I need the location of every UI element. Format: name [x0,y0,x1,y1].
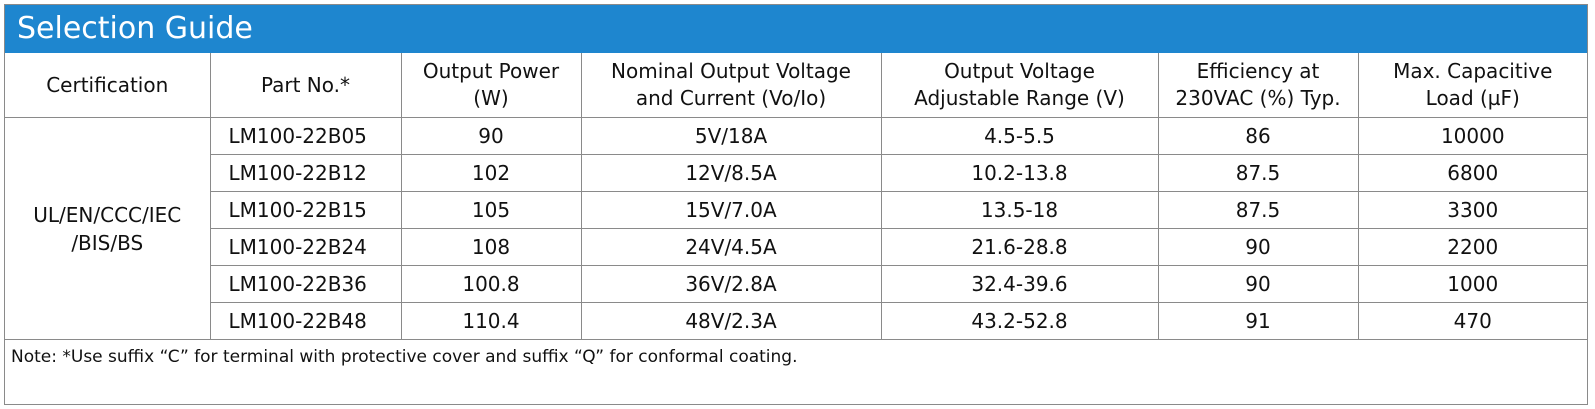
part-no-cell: LM100-22B12 [210,154,402,192]
header-output-power: Output Power (W) [400,53,582,118]
adjustable-range-cell: 4.5-5.5 [880,117,1159,155]
capacitive-load-cell: 1000 [1357,265,1587,303]
note-row: Note: *Use suffix “C” for terminal with … [5,339,1587,374]
section-title: Selection Guide [5,5,1587,53]
header-capacitive-load: Max. Capacitive Load (µF) [1357,53,1587,118]
efficiency-cell: 90 [1157,228,1359,266]
header-adjustable-range: Output Voltage Adjustable Range (V) [880,53,1159,118]
nominal-output-cell: 12V/8.5A [580,154,882,192]
header-part-no: Part No.* [209,53,402,118]
part-no-cell: LM100-22B48 [210,302,402,340]
footnote: Note: *Use suffix “C” for terminal with … [5,339,1587,374]
output-power-cell: 90 [400,117,582,155]
capacitive-load-cell: 3300 [1357,191,1587,229]
adjustable-range-cell: 43.2-52.8 [880,302,1159,340]
part-no-cell: LM100-22B15 [210,191,402,229]
efficiency-cell: 91 [1157,302,1359,340]
table-row: LM100-22B15 105 15V/7.0A 13.5-18 87.5 33… [5,191,1587,229]
selection-guide-panel: Selection Guide Certification Part No.* … [4,4,1588,405]
efficiency-cell: 90 [1157,265,1359,303]
output-power-cell: 102 [400,154,582,192]
output-power-cell: 108 [400,228,582,266]
nominal-output-cell: 15V/7.0A [580,191,882,229]
nominal-output-cell: 24V/4.5A [580,228,882,266]
selection-guide-table: Certification Part No.* Output Power (W) … [5,53,1587,374]
adjustable-range-cell: 32.4-39.6 [880,265,1159,303]
capacitive-load-cell: 6800 [1357,154,1587,192]
table-row: LM100-22B24 108 24V/4.5A 21.6-28.8 90 22… [5,228,1587,266]
table-row: LM100-22B36 100.8 36V/2.8A 32.4-39.6 90 … [5,265,1587,303]
nominal-output-cell: 36V/2.8A [580,265,882,303]
adjustable-range-cell: 13.5-18 [880,191,1159,229]
part-no-cell: LM100-22B05 [209,117,402,155]
capacitive-load-cell: 2200 [1357,228,1587,266]
output-power-cell: 110.4 [400,302,582,340]
capacitive-load-cell: 470 [1357,302,1587,340]
header-row: Certification Part No.* Output Power (W) … [5,53,1587,118]
table-row: LM100-22B12 102 12V/8.5A 10.2-13.8 87.5 … [5,154,1587,192]
efficiency-cell: 87.5 [1157,191,1359,229]
nominal-output-cell: 5V/18A [580,117,882,155]
certification-cell: UL/EN/CCC/IEC/BIS/BS [5,117,211,340]
part-no-cell: LM100-22B36 [210,265,402,303]
header-nominal-output: Nominal Output Voltage and Current (Vo/Io… [580,53,882,118]
header-efficiency: Efficiency at 230VAC (%) Typ. [1157,53,1359,118]
adjustable-range-cell: 21.6-28.8 [880,228,1159,266]
part-no-cell: LM100-22B24 [210,228,402,266]
output-power-cell: 100.8 [400,265,582,303]
nominal-output-cell: 48V/2.3A [580,302,882,340]
efficiency-cell: 86 [1157,117,1359,155]
output-power-cell: 105 [400,191,582,229]
header-certification: Certification [5,53,211,118]
efficiency-cell: 87.5 [1157,154,1359,192]
table-row: LM100-22B48 110.4 48V/2.3A 43.2-52.8 91 … [5,302,1587,340]
adjustable-range-cell: 10.2-13.8 [880,154,1159,192]
capacitive-load-cell: 10000 [1357,117,1587,155]
table-row: UL/EN/CCC/IEC/BIS/BS LM100-22B05 90 5V/1… [5,117,1587,340]
